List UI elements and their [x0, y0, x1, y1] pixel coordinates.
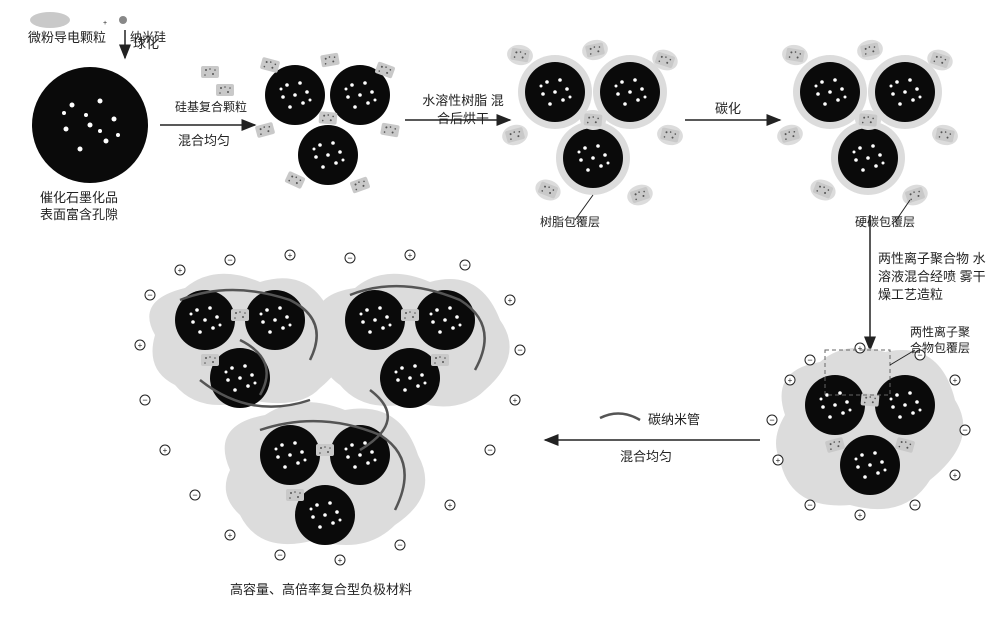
final-mix-label: 混合均匀: [620, 448, 672, 466]
zwitterion-callout-label: 两性离子聚 合物包覆层: [910, 325, 970, 356]
stage3-cluster: [775, 38, 960, 209]
stage1-cluster: [255, 53, 400, 194]
arrow-spheroidize-label: 球化: [133, 36, 159, 53]
hardcarbon-callout-label: 硬碳包覆层: [855, 215, 915, 231]
svg-text:+: +: [103, 20, 107, 27]
resin-arrow-label: 水溶性树脂 混合后烘干: [418, 92, 508, 128]
cnt-icon: [600, 413, 640, 420]
carbonize-label: 碳化: [715, 100, 741, 118]
big-sphere-label: 催化石墨化品 表面富含孔隙: [40, 190, 118, 224]
zwitterion-arrow-label: 两性离子聚合物 水溶液混合经喷 雾干燥工艺造粒: [878, 250, 988, 305]
stage2-cluster: [500, 38, 685, 209]
stage4-cluster: [767, 343, 970, 520]
resin-callout-label: 树脂包覆层: [540, 215, 600, 231]
stage0-big-sphere: [32, 67, 148, 183]
cnt-legend-label: 碳纳米管: [648, 412, 700, 429]
legend-conductive-label: 微粉导电颗粒: [28, 30, 106, 47]
legend-conductive: +: [30, 12, 127, 28]
mix1-label: 混合均匀: [178, 132, 230, 150]
final-product-label: 高容量、高倍率复合型负极材料: [230, 582, 412, 599]
si-composite-label: 硅基复合颗粒: [175, 100, 247, 116]
final-cluster: [135, 250, 525, 565]
